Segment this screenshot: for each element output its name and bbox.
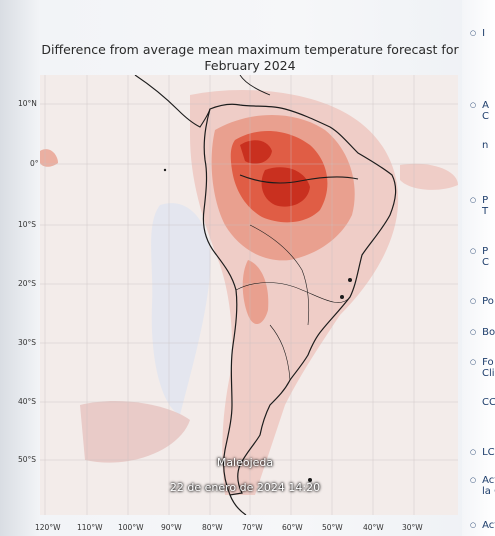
cool-anomaly-pacific <box>151 203 211 415</box>
lat-label: 10°S <box>18 220 37 229</box>
map-title: Difference from average mean maximum tem… <box>40 42 460 74</box>
galapagos-islands <box>163 168 167 172</box>
lat-label: 0° <box>30 159 39 168</box>
warm-anomaly-andes <box>242 260 269 325</box>
list-item-cont: n <box>482 140 489 151</box>
warm-anomaly-west-edge <box>40 149 58 167</box>
bullet-icon: ○ <box>470 247 477 255</box>
lon-label: 100°W <box>118 523 144 532</box>
lon-label: 70°W <box>242 523 263 532</box>
falkland-islands <box>308 478 312 482</box>
list-item[interactable]: ○Actla C <box>470 475 495 497</box>
map-svg <box>40 75 458 515</box>
warm-anomaly-max-north <box>240 140 272 164</box>
lon-label: 50°W <box>322 523 343 532</box>
coastal-island <box>348 278 352 282</box>
bullet-icon: ○ <box>470 328 477 336</box>
coastal-island <box>340 295 344 299</box>
lon-label: 30°W <box>402 523 423 532</box>
bullet-icon: ○ <box>470 448 477 456</box>
lon-label: 110°W <box>77 523 103 532</box>
list-item[interactable]: ○ I <box>470 28 486 39</box>
lon-label: 120°W <box>35 523 61 532</box>
list-item-cont: CC <box>482 397 495 408</box>
list-item[interactable]: ○ Bo <box>470 327 495 338</box>
coastline-south-america <box>202 103 397 496</box>
watermark-timestamp: 22 de enero de 2024 14:20 <box>169 481 321 494</box>
list-item[interactable]: ○ A C <box>470 100 489 122</box>
lon-label: 90°W <box>161 523 182 532</box>
bullet-icon: ○ <box>470 358 477 366</box>
list-item[interactable]: ○ Fo Cli <box>470 357 495 379</box>
graticule <box>40 75 458 515</box>
river-amazon <box>239 174 359 184</box>
list-item[interactable]: ○Acti <box>470 520 495 531</box>
lat-label: 40°S <box>18 397 37 406</box>
coastline-patagonia <box>229 494 247 515</box>
coastline-caribbean <box>239 75 271 96</box>
lon-label: 60°W <box>282 523 303 532</box>
warm-anomaly-south-pacific <box>80 400 190 463</box>
map-title-line2: February 2024 <box>204 58 296 73</box>
list-item[interactable]: ○ P T <box>470 195 489 217</box>
bullet-icon: ○ <box>470 476 477 484</box>
lat-label: 50°S <box>18 455 37 464</box>
bullet-icon: ○ <box>470 521 477 529</box>
list-item[interactable]: ○ Po <box>470 296 494 307</box>
bullet-icon: ○ <box>470 29 477 37</box>
temperature-anomaly-map <box>40 75 458 515</box>
bullet-icon: ○ <box>470 101 477 109</box>
lat-label: 30°S <box>18 338 37 347</box>
lat-label: 10°N <box>18 99 37 108</box>
bullet-icon: ○ <box>470 196 477 204</box>
list-item[interactable]: ○ P C <box>470 246 489 268</box>
warm-anomaly-atlantic <box>400 163 458 190</box>
lon-label: 40°W <box>363 523 384 532</box>
border-lines-argentina <box>269 324 291 381</box>
border-lines-south <box>235 282 351 303</box>
list-item[interactable]: ○ LC <box>470 447 495 458</box>
watermark-author: Maleojeda <box>216 456 274 469</box>
border-lines <box>249 224 310 326</box>
warm-anomaly-max <box>261 167 310 207</box>
lon-label: 80°W <box>202 523 223 532</box>
bullet-icon: ○ <box>470 297 477 305</box>
side-panel <box>462 0 495 536</box>
lat-label: 20°S <box>18 279 37 288</box>
map-title-line1: Difference from average mean maximum tem… <box>41 42 459 57</box>
coastline-central-america <box>134 75 211 128</box>
